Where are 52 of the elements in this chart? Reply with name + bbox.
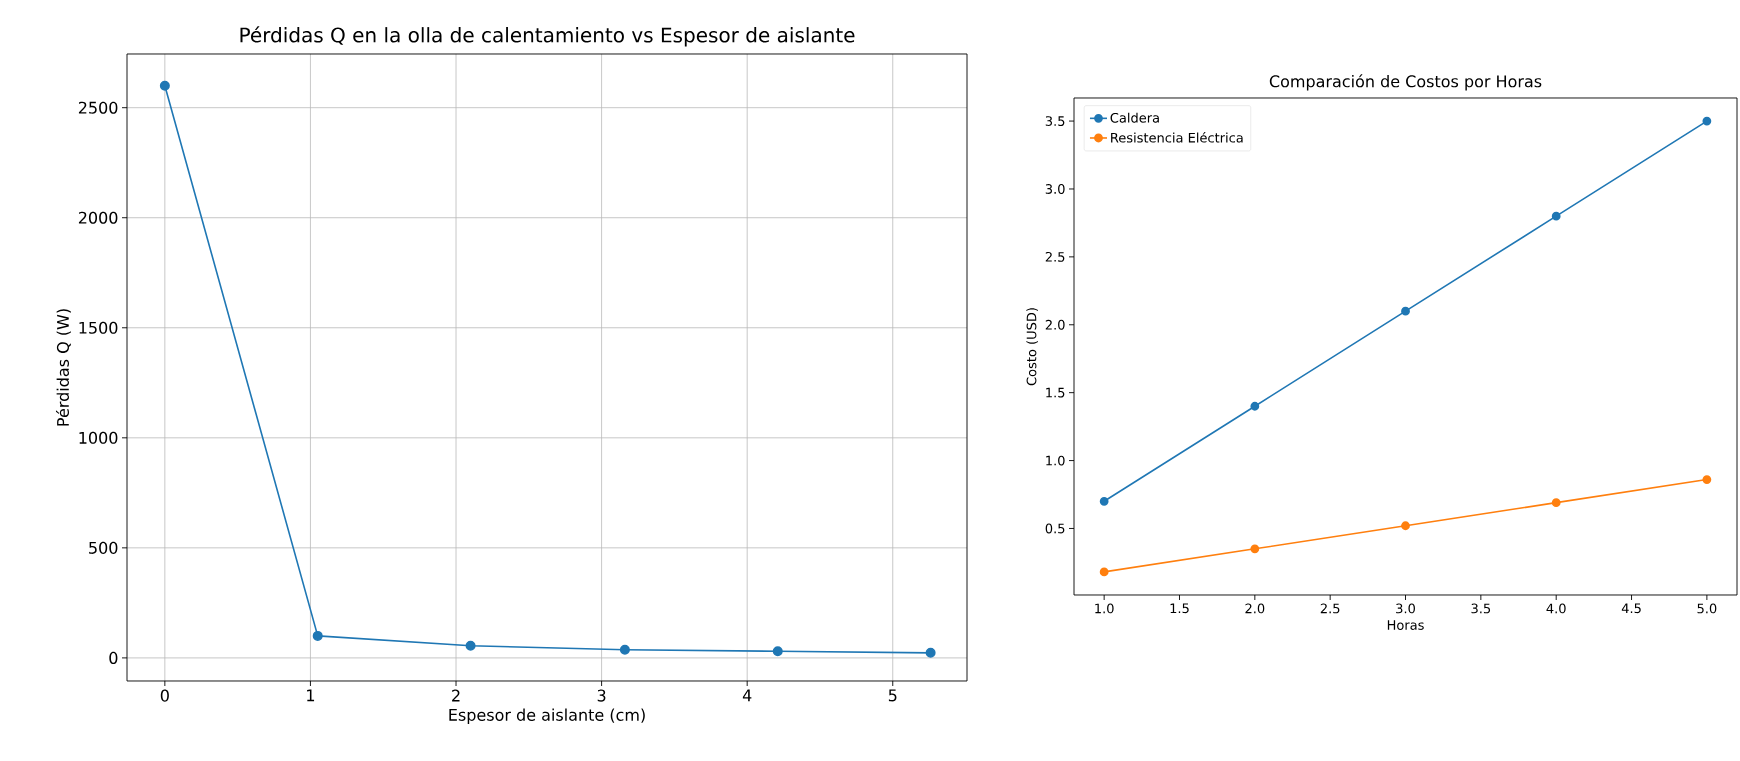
y-axis-title: Costo (USD) <box>1026 308 1038 386</box>
y-tick-label: 1000 <box>79 431 118 444</box>
point <box>465 640 476 651</box>
point <box>925 647 936 658</box>
y-tick-label: 2.0 <box>1045 319 1065 330</box>
x-axis-title: Espesor de aislante (cm) <box>449 708 645 724</box>
point <box>1401 306 1410 316</box>
y-tick-label: 2500 <box>78 101 118 114</box>
y-tick-label: 3.0 <box>1045 184 1065 194</box>
y-tick-label: 1.5 <box>1046 387 1065 398</box>
y-tick-label: 2.5 <box>1045 251 1065 262</box>
x-tick-label: 3.0 <box>1396 603 1415 614</box>
x-tick-label: 2.0 <box>1245 603 1265 614</box>
y-tick-label: 1.0 <box>1046 455 1065 466</box>
x-axis-title: Horas <box>1387 620 1424 630</box>
point <box>772 646 783 657</box>
x-tick-label: 0 <box>160 689 169 702</box>
legend-label: Caldera <box>1110 112 1159 123</box>
point <box>1099 567 1109 577</box>
point <box>1551 498 1561 508</box>
x-tick-label: 5 <box>888 689 897 702</box>
legend-label: Resistencia Eléctrica <box>1111 132 1243 143</box>
x-tick-label: 1 <box>307 689 315 702</box>
point <box>619 644 630 655</box>
y-axis-title: Pérdidas Q (W) <box>55 309 71 426</box>
y-tick-label: 0 <box>109 651 118 664</box>
x-tick-label: 1.5 <box>1170 603 1189 614</box>
chart-title: Pérdidas Q en la olla de calentamiento vs Espesor de aislante <box>240 26 855 47</box>
x-tick-label: 2.5 <box>1320 603 1340 614</box>
point <box>1401 521 1410 531</box>
y-tick-label: 2000 <box>78 211 118 224</box>
x-tick-label: 3.5 <box>1471 603 1491 614</box>
y-tick-label: 1500 <box>79 321 118 334</box>
y-tick-label: 500 <box>89 541 118 554</box>
point <box>159 80 170 91</box>
point <box>1250 401 1260 411</box>
x-tick-label: 4.0 <box>1546 603 1566 614</box>
x-tick-label: 5.0 <box>1697 603 1717 614</box>
y-tick-label: 0.5 <box>1045 523 1065 534</box>
point <box>1551 211 1561 221</box>
x-tick-label: 4.5 <box>1621 603 1641 614</box>
point <box>1702 116 1712 126</box>
y-tick-label: 3.5 <box>1045 116 1065 126</box>
x-tick-label: 3 <box>597 689 606 702</box>
point <box>1099 496 1109 506</box>
x-tick-label: 4 <box>742 689 752 702</box>
x-tick-label: 1.0 <box>1095 603 1114 614</box>
chart-title: Comparación de Costos por Horas <box>1269 74 1542 91</box>
point <box>1702 475 1712 484</box>
point <box>1250 544 1260 554</box>
point <box>312 630 323 641</box>
x-tick-label: 2 <box>452 689 460 702</box>
